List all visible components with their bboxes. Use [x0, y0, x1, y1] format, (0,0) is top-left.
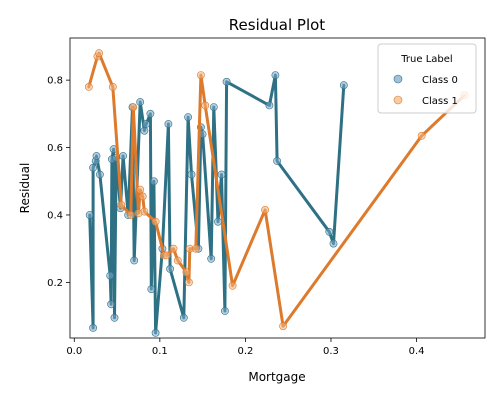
x-axis: 0.0 0.1 0.2 0.3 0.4: [66, 338, 424, 357]
y-axis-label: Residual: [18, 163, 32, 214]
data-point-class-1: [138, 192, 147, 201]
data-point-class-0: [106, 271, 115, 280]
data-point-class-0: [187, 170, 196, 179]
data-point-class-1: [173, 256, 182, 265]
data-point-class-0: [130, 256, 139, 265]
legend-title: True Label: [400, 54, 452, 65]
data-point-class-1: [182, 268, 191, 277]
data-point-class-1: [191, 244, 200, 253]
data-point-class-0: [96, 170, 104, 179]
data-point-class-0: [110, 313, 119, 322]
x-tick-label: 0.2: [237, 346, 253, 357]
data-point-class-1: [417, 131, 426, 140]
data-point-class-0: [184, 113, 192, 122]
legend-label-class-0: Class 0: [422, 75, 458, 86]
legend-marker-class-1: [393, 95, 403, 105]
data-point-class-0: [164, 120, 173, 128]
legend-label-class-1: Class 1: [422, 96, 458, 107]
data-point-class-0: [140, 126, 149, 135]
legend-marker-class-0: [393, 74, 403, 84]
legend: True Label Class 0 Class 1: [377, 43, 477, 114]
data-point-class-1: [196, 71, 205, 79]
y-tick-label: 0.8: [47, 76, 63, 87]
plot-frame: [69, 37, 486, 339]
data-point-class-1: [162, 251, 171, 260]
data-point-class-0: [146, 109, 155, 118]
data-point-class-0: [214, 217, 222, 226]
data-point-class-0: [85, 211, 94, 219]
x-tick-label: 0.3: [323, 346, 339, 357]
data-point-class-1: [117, 200, 126, 209]
data-point-class-0: [339, 81, 348, 90]
data-point-class-1: [151, 217, 160, 226]
data-point-class-0: [325, 227, 334, 236]
x-tick-label: 0.1: [152, 346, 168, 357]
x-axis-label: Mortgage: [248, 370, 305, 384]
data-point-class-1: [140, 207, 149, 216]
data-point-class-0: [119, 152, 127, 160]
data-point-class-0: [92, 152, 101, 160]
chart-title: Residual Plot: [229, 16, 326, 34]
data-point-class-1: [228, 281, 237, 290]
data-point-class-0: [209, 103, 218, 111]
data-point-class-1: [129, 103, 138, 111]
data-point-class-0: [149, 177, 158, 186]
data-point-class-1: [95, 49, 103, 58]
data-point-class-0: [179, 313, 188, 322]
data-point-class-0: [147, 285, 156, 293]
data-point-class-0: [89, 163, 97, 172]
y-tick-label: 0.6: [47, 143, 63, 154]
y-tick-label: 0.2: [47, 278, 63, 289]
data-point-class-0: [142, 120, 151, 128]
data-point-class-0: [217, 170, 226, 179]
data-point-class-0: [89, 323, 97, 332]
data-point-class-1: [126, 211, 135, 219]
data-point-class-0: [107, 300, 115, 309]
data-point-class-1: [136, 185, 145, 194]
data-point-class-0: [220, 307, 229, 315]
data-point-class-1: [84, 83, 93, 91]
data-point-class-1: [184, 278, 193, 287]
x-tick-label: 0.0: [66, 346, 82, 357]
data-point-class-0: [136, 98, 145, 106]
data-point-class-0: [207, 254, 216, 263]
data-point-class-1: [261, 205, 269, 214]
data-point-class-1: [108, 83, 117, 91]
data-point-class-0: [273, 157, 281, 165]
x-tick-label: 0.4: [409, 346, 425, 357]
y-axis: 0.2 0.4 0.6 0.8: [47, 76, 70, 289]
y-tick-label: 0.4: [47, 210, 63, 221]
legend-box: [377, 43, 477, 114]
data-point-class-0: [151, 328, 160, 337]
data-point-class-1: [279, 322, 287, 331]
data-point-class-1: [169, 244, 178, 253]
data-point-class-0: [222, 77, 231, 86]
data-point-class-0: [265, 101, 274, 110]
plot-area: [84, 49, 469, 337]
data-point-class-1: [201, 101, 210, 110]
data-point-class-0: [329, 239, 338, 248]
data-point-class-0: [166, 264, 174, 273]
data-point-class-0: [271, 71, 280, 79]
